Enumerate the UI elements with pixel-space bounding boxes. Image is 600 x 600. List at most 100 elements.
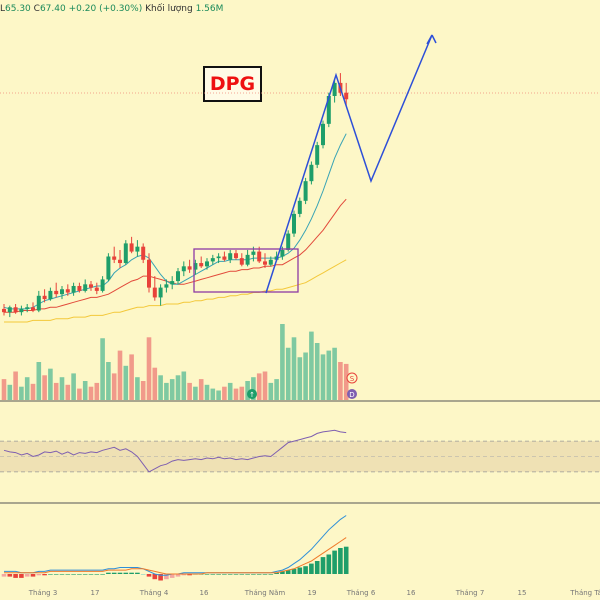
volume-bar [71, 373, 76, 400]
volume-bar [158, 375, 163, 400]
volume-bar [48, 368, 53, 400]
candle [263, 253, 267, 268]
candle [164, 279, 169, 293]
macd-histogram-bar [320, 557, 326, 574]
macd-histogram-bar [117, 572, 123, 574]
volume-bar [210, 388, 216, 400]
change-pct: (+0.30%) [99, 4, 143, 14]
volume-bar [7, 384, 13, 400]
candle [239, 253, 244, 267]
volume-bar [280, 324, 285, 400]
ticker-badge: DPG [203, 66, 262, 102]
candle-body [280, 249, 285, 257]
volume-bar [164, 382, 169, 400]
macd-histogram-bar [82, 574, 88, 575]
volume-bar [24, 377, 30, 400]
volume-bar [111, 373, 117, 400]
macd-histogram-bar [94, 574, 100, 575]
macd-histogram-bar [30, 574, 36, 577]
candle-body [135, 246, 140, 252]
candle-body [326, 96, 331, 124]
candle [112, 246, 117, 264]
volume-bar [303, 352, 308, 400]
volume-bar [129, 354, 134, 400]
candle-body [187, 266, 192, 270]
candle-body [263, 261, 267, 265]
candle [71, 282, 76, 296]
candle-body [19, 308, 24, 313]
candle-body [7, 307, 12, 313]
candle-body [251, 251, 256, 255]
macd-histogram-bar [251, 574, 256, 575]
macd-histogram-bar [285, 570, 291, 574]
candle [309, 161, 314, 185]
macd-histogram-bar [303, 566, 308, 574]
macd-histogram-bar [123, 572, 129, 574]
candle-body [118, 259, 122, 264]
candle [83, 279, 88, 293]
x-axis-tick-label: 17 [91, 589, 100, 597]
volume-bar [343, 363, 349, 400]
volume-bar [169, 379, 175, 400]
dividend-marker-label: D [349, 391, 354, 399]
candle [245, 249, 250, 267]
volume-bar [175, 375, 181, 400]
candle [129, 236, 134, 254]
candle [292, 210, 296, 237]
macd-histogram-bar [140, 574, 146, 575]
x-axis-tick-label: Tháng 3 [28, 589, 58, 597]
macd-histogram-bar [175, 574, 181, 577]
volume-bar [332, 347, 337, 400]
candle-body [2, 308, 6, 313]
candle-body [164, 284, 169, 288]
candle-body [193, 263, 198, 270]
candle [205, 258, 209, 270]
x-axis-tick-label: Tháng Tá [569, 589, 600, 597]
volume-bar [256, 373, 262, 400]
macd-histogram-bar [42, 574, 47, 576]
volume-bar [117, 350, 123, 400]
volume-bar [227, 382, 233, 400]
macd-histogram-bar [71, 574, 76, 575]
candle [25, 303, 30, 313]
x-axis-tick-label: Tháng 7 [455, 589, 485, 597]
candle-body [54, 290, 59, 295]
candle-body [71, 285, 76, 293]
volume-bar [140, 381, 146, 400]
candle-body [344, 92, 349, 100]
volume-bar [291, 337, 297, 400]
candle-body [65, 289, 70, 293]
candle-body [89, 284, 93, 288]
macd-histogram-bar [13, 574, 18, 578]
candle-body [13, 307, 18, 313]
macd-histogram-bar [36, 574, 42, 576]
macd-histogram-bar [77, 574, 82, 575]
macd-histogram-bar [158, 574, 163, 581]
candle [187, 259, 192, 273]
candle-body [176, 271, 180, 282]
macd-histogram-bar [181, 574, 187, 576]
low-value: 65.30 [5, 4, 31, 14]
candle [147, 253, 151, 293]
volume-bar [239, 386, 245, 400]
macd-histogram-bar [204, 574, 210, 575]
candle [36, 290, 41, 313]
volume-bar [222, 386, 227, 400]
candle [13, 303, 18, 314]
candle [234, 249, 238, 260]
candle-body [112, 256, 117, 260]
candle [7, 305, 12, 318]
candle [106, 253, 111, 282]
close-label: C [33, 4, 40, 14]
candle [268, 256, 273, 267]
candle-body [48, 290, 53, 300]
rsi-line [3, 429, 347, 473]
macd-histogram-bar [314, 561, 320, 574]
volume-bar [245, 381, 250, 400]
x-axis-tick-label: 16 [407, 589, 416, 597]
volume-bar [53, 382, 59, 400]
volume-bar [146, 337, 152, 400]
candle [152, 276, 157, 301]
ma-mid-line [4, 198, 347, 313]
